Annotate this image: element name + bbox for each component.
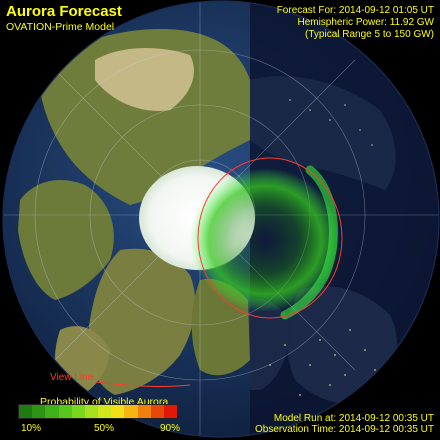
legend-color-segment xyxy=(137,405,151,418)
typical-range: (Typical Range 5 to 150 GW) xyxy=(305,29,434,40)
app-subtitle: OVATION-Prime Model xyxy=(6,21,115,33)
legend-color-segment xyxy=(45,405,59,418)
legend-color-segment xyxy=(84,405,99,418)
night-landmass xyxy=(250,76,398,404)
app-title: Aurora Forecast xyxy=(6,3,122,20)
view-line-label: View Line xyxy=(50,372,94,383)
legend-color-segment xyxy=(98,405,112,418)
legend-tick-90: 90% xyxy=(160,423,181,434)
probability-legend-bar xyxy=(18,404,178,419)
model-run-time: Model Run at: 2014-09-12 00:35 UT xyxy=(273,413,434,424)
legend-color-segment xyxy=(58,405,72,418)
observation-time: Observation Time: 2014-09-12 00:35 UT xyxy=(255,424,434,435)
legend-color-segment xyxy=(71,405,85,418)
hemispheric-power: Hemispheric Power: 11.92 GW xyxy=(297,17,434,28)
forecast-time: Forecast For: 2014-09-12 01:05 UT xyxy=(276,5,434,16)
legend-color-segment xyxy=(150,405,164,418)
legend-color-segment xyxy=(19,405,33,418)
legend-color-segment xyxy=(32,405,46,418)
legend-tick-50: 50% xyxy=(94,423,115,434)
view-line xyxy=(197,157,343,319)
legend-color-segment xyxy=(163,405,178,418)
city-lights xyxy=(269,99,376,396)
legend-tick-10: 10% xyxy=(21,423,42,434)
view-line-label-leader xyxy=(95,381,191,387)
legend-color-segment xyxy=(111,405,125,418)
legend-color-segment xyxy=(124,405,138,418)
aurora-band xyxy=(280,165,338,320)
aurora-oval xyxy=(190,168,340,312)
